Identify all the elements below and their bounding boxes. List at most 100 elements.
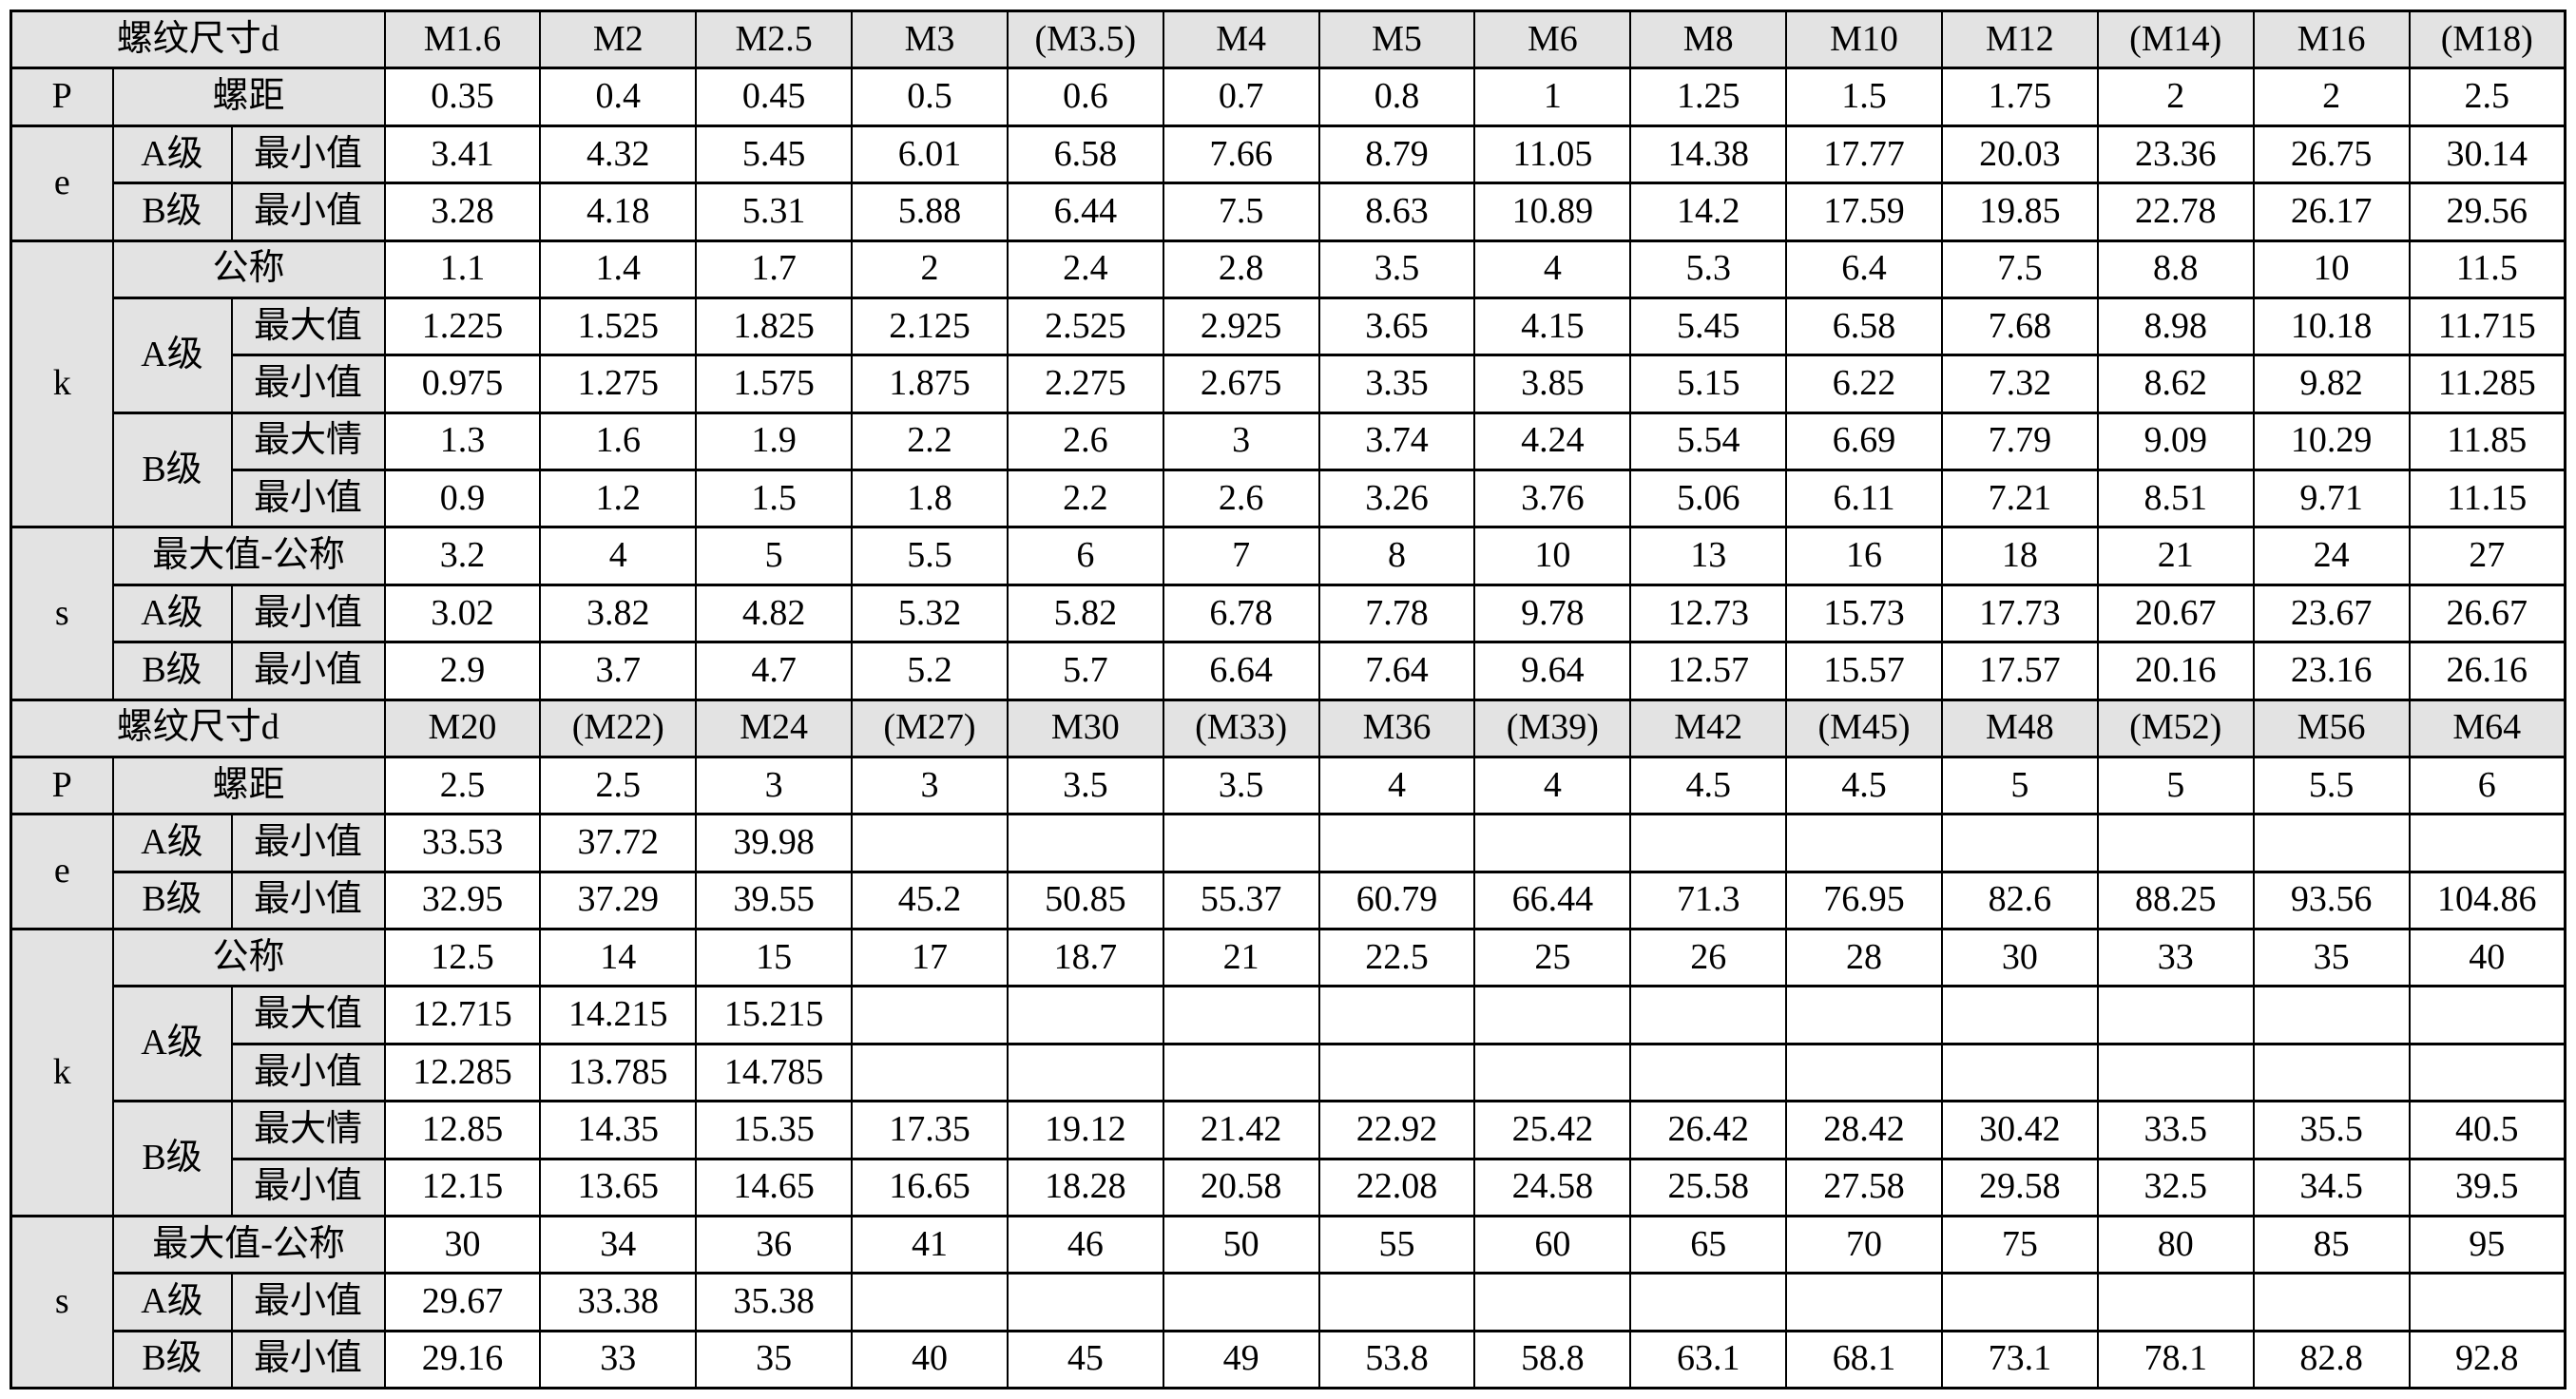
value-cell: 4.5 (1629, 755, 1788, 816)
col-header-size: M2.5 (695, 9, 854, 70)
value-cell: 11.285 (2408, 354, 2566, 414)
value-cell (2252, 985, 2411, 1045)
value-cell: 12.85 (383, 1100, 542, 1160)
value-cell: 8.8 (2096, 239, 2255, 299)
col-header-size: (M18) (2408, 9, 2566, 70)
value-cell: 11.05 (1473, 124, 1632, 185)
col-header-size: (M45) (1785, 698, 1943, 758)
row-label-maxNominal: 最大值-公称 (111, 526, 386, 586)
value-cell (2252, 1042, 2411, 1103)
col-header-size: (M33) (1162, 698, 1320, 758)
value-cell: 5.82 (1006, 583, 1164, 644)
value-cell: 45.2 (851, 870, 1009, 931)
row-label-nominal: 公称 (111, 239, 386, 299)
value-cell: 65 (1629, 1214, 1788, 1275)
value-cell: 0.7 (1162, 67, 1320, 127)
table-row: A级 最小值 29.67 33.38 35.38 (11, 1272, 2566, 1332)
table-row: P 螺距 2.5 2.5 3 3 3.5 3.5 4 4 4.5 4.5 5 5 5.5 6 (10, 755, 2566, 816)
value-cell: 5.3 (1629, 239, 1788, 299)
value-cell: 5.88 (851, 182, 1009, 242)
value-cell (2408, 985, 2566, 1045)
value-cell: 40.5 (2408, 1100, 2566, 1160)
value-cell: 50.85 (1006, 870, 1164, 931)
row-label-gradeA: A级 (111, 296, 233, 414)
value-cell: 1 (1473, 67, 1632, 127)
value-cell: 3.5 (1162, 755, 1320, 816)
value-cell: 0.8 (1317, 67, 1476, 127)
value-cell: 40 (2408, 927, 2566, 988)
value-cell: 23.16 (2252, 641, 2411, 701)
value-cell: 4.24 (1473, 411, 1632, 472)
value-cell: 28.42 (1785, 1100, 1943, 1160)
value-cell: 22.5 (1317, 927, 1476, 988)
value-cell: 22.08 (1317, 1157, 1476, 1217)
col-header-size: M42 (1629, 698, 1788, 758)
value-cell (1162, 1042, 1320, 1103)
thread-dimensions-table: 螺纹尺寸d M1.6 M2 M2.5 M3 (M3.5) M4 M5 M6 M8 M10 M12 (M1… (10, 9, 2566, 1390)
value-cell: 22.78 (2096, 182, 2255, 242)
value-cell: 27 (2408, 526, 2566, 586)
value-cell: 3.5 (1317, 239, 1476, 299)
col-header-size: M48 (1940, 698, 2099, 758)
value-cell: 18.28 (1006, 1157, 1164, 1217)
value-cell: 1.8 (851, 468, 1009, 529)
value-cell: 6.01 (851, 124, 1009, 185)
value-cell: 9.82 (2252, 354, 2411, 414)
value-cell: 7.68 (1940, 296, 2099, 357)
value-cell: 19.12 (1006, 1100, 1164, 1160)
value-cell: 15 (695, 927, 854, 988)
value-cell: 9.64 (1473, 641, 1632, 701)
value-cell: 6.44 (1006, 182, 1164, 242)
col-header-size: (M3.5) (1006, 9, 1164, 70)
value-cell: 30 (383, 1214, 542, 1275)
value-cell: 15.215 (695, 985, 854, 1045)
value-cell: 60 (1473, 1214, 1632, 1275)
value-cell (2408, 1272, 2566, 1332)
value-cell: 1.3 (383, 411, 542, 472)
value-cell: 21 (1162, 927, 1320, 988)
value-cell: 2.275 (1006, 354, 1164, 414)
value-cell: 1.6 (539, 411, 698, 472)
value-cell: 15.73 (1785, 583, 1943, 644)
table-row: e A级 最小值 33.53 37.72 39.98 (10, 813, 2566, 930)
row-label-min: 最小值 (230, 1272, 386, 1332)
col-header-size: M56 (2252, 698, 2411, 758)
value-cell (2096, 1042, 2255, 1103)
value-cell: 14 (539, 927, 698, 988)
value-cell (1006, 813, 1164, 873)
value-cell: 26.16 (2408, 641, 2566, 701)
value-cell: 15.35 (695, 1100, 854, 1160)
value-cell: 85 (2252, 1214, 2411, 1275)
value-cell: 3.26 (1317, 468, 1476, 529)
value-cell: 1.5 (1785, 67, 1943, 127)
value-cell: 1.4 (539, 239, 698, 299)
value-cell: 0.9 (383, 468, 542, 529)
value-cell (851, 1272, 1009, 1332)
value-cell: 35 (695, 1329, 854, 1390)
value-cell: 6.11 (1785, 468, 1943, 529)
value-cell: 34.5 (2252, 1157, 2411, 1217)
value-cell: 32.5 (2096, 1157, 2255, 1217)
value-cell: 17.77 (1785, 124, 1943, 185)
value-cell: 8.51 (2096, 468, 2255, 529)
value-cell (1785, 1042, 1943, 1103)
row-label-min: 最小值 (230, 124, 386, 185)
value-cell: 29.16 (383, 1329, 542, 1390)
value-cell: 0.35 (383, 67, 542, 127)
value-cell: 5 (2096, 755, 2255, 816)
value-cell: 92.8 (2408, 1329, 2566, 1390)
value-cell: 29.56 (2408, 182, 2566, 242)
value-cell: 7 (1162, 526, 1320, 586)
value-cell: 23.67 (2252, 583, 2411, 644)
table-corner-title: 螺纹尺寸d (10, 698, 386, 758)
value-cell: 50 (1162, 1214, 1320, 1275)
col-header-size: M24 (695, 698, 854, 758)
value-cell: 3.2 (383, 526, 542, 586)
value-cell (1317, 1042, 1476, 1103)
value-cell: 39.98 (695, 813, 854, 873)
value-cell: 14.785 (695, 1042, 854, 1103)
value-cell: 17.57 (1940, 641, 2099, 701)
table-row: B级 最小值 2.9 3.7 4.7 5.2 5.7 6.64 7.64 9.64 12.57 15.… (11, 641, 2566, 701)
value-cell: 9.71 (2252, 468, 2411, 529)
value-cell: 3.35 (1317, 354, 1476, 414)
